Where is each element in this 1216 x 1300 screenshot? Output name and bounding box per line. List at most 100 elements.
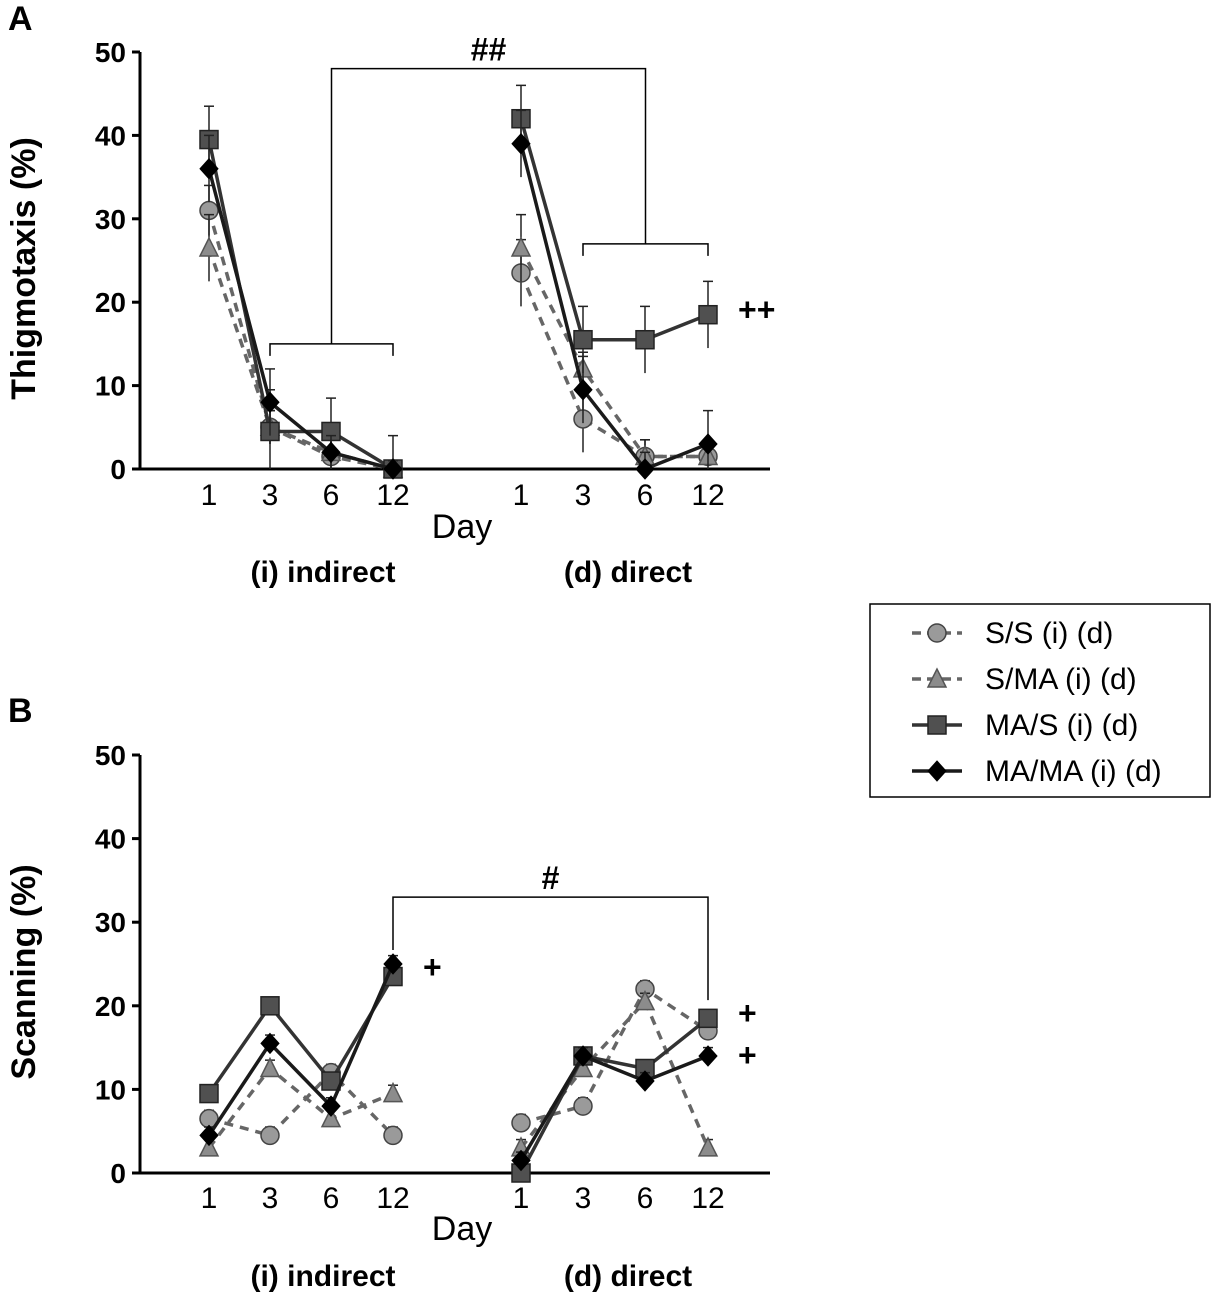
data-point (573, 379, 593, 401)
panel-label: B (8, 692, 33, 730)
significance-label: + (738, 995, 757, 1031)
x-tick-label: 6 (323, 1182, 340, 1215)
significance-label: + (423, 949, 442, 985)
series-line (207, 209, 394, 471)
data-point (573, 329, 593, 350)
data-point (260, 996, 280, 1016)
data-point (382, 1081, 404, 1103)
group-label: (i) indirect (250, 556, 395, 589)
data-point (635, 329, 655, 350)
legend-marker (927, 715, 947, 735)
y-axis-title: Thigmotaxis (%) (5, 137, 43, 400)
series-line (208, 1070, 395, 1138)
data-point (199, 1124, 219, 1147)
series-line (520, 986, 709, 1125)
x-tick-label: 12 (691, 479, 724, 512)
annotation (582, 243, 709, 256)
x-tick-label: 1 (201, 1182, 218, 1215)
y-tick-label: 10 (95, 371, 126, 402)
y-tick-label: 50 (95, 740, 126, 771)
series-line (207, 975, 395, 1095)
x-tick-label: 6 (637, 479, 654, 512)
x-tick-label: 1 (513, 1182, 530, 1215)
y-axis-title: Scanning (%) (5, 864, 43, 1079)
series-line (207, 1065, 394, 1149)
x-tick-label: 12 (691, 1182, 724, 1215)
significance-bracket (392, 896, 709, 1001)
x-tick-label: 1 (201, 479, 218, 512)
annotation: + (738, 995, 757, 1031)
data-point (510, 236, 532, 257)
significance-label: + (738, 1037, 757, 1073)
group-label: (i) indirect (250, 1260, 395, 1293)
group-label: (d) direct (564, 556, 692, 589)
data-point (383, 953, 403, 975)
data-point (320, 1106, 342, 1128)
panel-label: A (8, 0, 33, 38)
legend-marker (926, 667, 948, 688)
x-tick-label: 6 (323, 479, 340, 512)
x-tick-label: 3 (262, 479, 279, 512)
series-line (519, 247, 708, 459)
y-tick-label: 10 (95, 1074, 126, 1105)
y-tick-label: 40 (95, 824, 126, 855)
data-point (321, 1095, 341, 1117)
series-line (519, 1016, 710, 1174)
legend-label: MA/MA (i) (d) (985, 755, 1162, 788)
series-line (207, 963, 395, 1137)
significance-bracket (330, 67, 647, 344)
legend-label: S/MA (i) (d) (985, 663, 1137, 696)
legend-marker (927, 760, 947, 782)
series-ma-ma (199, 953, 718, 1172)
legend-box (869, 603, 1211, 798)
data-point (260, 1125, 280, 1146)
x-axis-title: Day (432, 1210, 492, 1248)
data-point (635, 458, 655, 480)
significance-label: # (542, 860, 560, 896)
significance-label: ## (471, 32, 507, 68)
series-line (519, 118, 709, 342)
data-point (260, 1032, 280, 1055)
legend-label: MA/S (i) (d) (985, 709, 1138, 742)
series-ma-ma (199, 109, 718, 480)
data-point (698, 304, 718, 325)
y-tick-label: 50 (95, 37, 126, 68)
data-point (698, 433, 718, 455)
panel-b: B 0 10 20 30 40 50 Scanning (%) 1 3 6 12 1 3 6 12 Day (i)… (5, 692, 770, 1293)
data-point (199, 1083, 219, 1104)
data-point (198, 1136, 220, 1157)
data-point (698, 1008, 718, 1029)
data-point (383, 1125, 403, 1146)
series-line (519, 143, 709, 472)
data-point (260, 391, 280, 414)
data-point (635, 1070, 655, 1092)
annotation: ++ (738, 292, 775, 328)
x-tick-label: 12 (376, 479, 409, 512)
data-point (383, 458, 403, 480)
significance-bracket (582, 243, 709, 256)
data-point (511, 132, 531, 155)
annotation: # (392, 860, 709, 1001)
series-line (519, 1053, 709, 1162)
significance-label: ++ (738, 292, 775, 328)
data-point (634, 989, 656, 1011)
x-tick-label: 12 (376, 1182, 409, 1215)
significance-bracket (269, 343, 394, 356)
annotation: + (423, 949, 442, 985)
x-tick-label: 3 (575, 1182, 592, 1215)
data-point (573, 1096, 593, 1116)
data-point (321, 1071, 341, 1091)
y-tick-label: 30 (95, 204, 126, 235)
y-tick-label: 0 (110, 454, 126, 485)
legend-marker (927, 623, 947, 643)
legend: S/S (i) (d) S/MA (i) (d) MA/S (i) (d) MA/MA… (869, 603, 1211, 798)
x-axis-title: Day (432, 508, 492, 546)
data-point (199, 158, 219, 180)
data-point (573, 1045, 593, 1067)
annotation: + (738, 1037, 757, 1073)
y-tick-label: 20 (95, 287, 126, 318)
x-tick-label: 3 (262, 1182, 279, 1215)
y-tick-label: 0 (110, 1158, 126, 1189)
annotation: ## (330, 32, 647, 344)
